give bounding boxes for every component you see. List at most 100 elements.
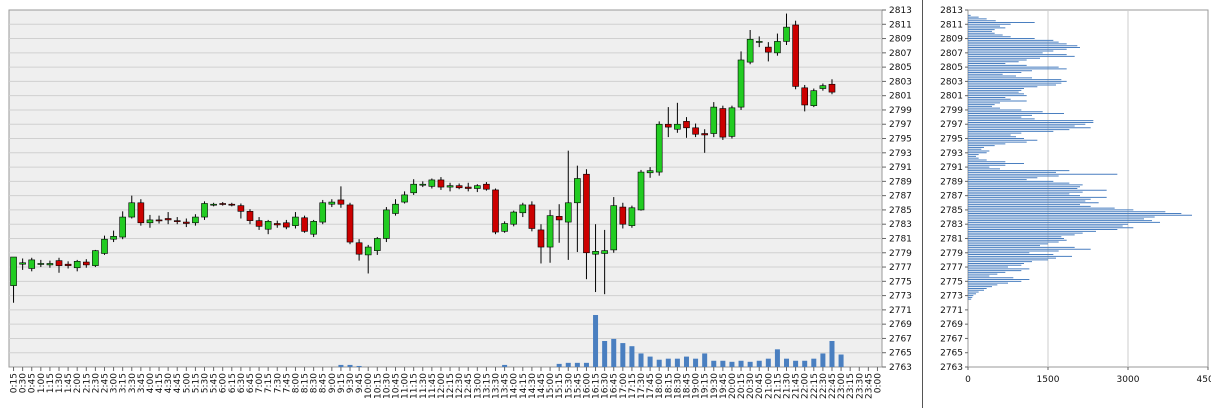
time-tick-label: 13:00 [473,373,483,399]
time-tick-label: 20:30 [746,373,756,399]
candle-up [392,203,399,214]
time-tick-label: 3:30 [128,373,138,393]
candle-up [201,203,208,218]
time-tick-label: 16:30 [601,373,611,399]
candle-down [692,127,699,135]
profile-price-tick-label: 2809 [940,35,963,45]
candle-down [765,46,772,53]
profile-price-tick-label: 2779 [940,249,963,259]
volume-profile-chart: 2813 2811 2809 2807 2805 2803 2801 2799 2797 2795… [940,6,1211,385]
volume-bar [738,360,744,367]
volume-bar [693,358,699,367]
time-tick-label: 20:45 [755,373,765,399]
price-tick-label: 2803 [889,77,912,87]
candle-up [210,203,217,206]
time-tick-label: 0:00 [873,373,883,393]
time-tick-label: 12:30 [455,373,465,399]
time-tick-label: 7:45 [282,373,292,393]
price-tick-label: 2779 [889,249,912,259]
candle-up [783,26,790,42]
price-tick-label: 2771 [889,306,912,316]
time-tick-label: 2:30 [91,373,101,393]
volume-bar [656,359,662,367]
candle-up [646,170,654,174]
price-tick-label: 2813 [889,6,912,16]
time-tick-label: 11:45 [428,373,438,399]
candle-up [610,205,618,251]
time-tick-label: 15:45 [573,373,583,399]
profile-price-tick-label: 2803 [940,77,963,87]
profile-price-tick-label: 2777 [940,263,963,273]
time-tick-label: 4:15 [155,373,165,393]
candles [10,13,836,303]
volume-bars [338,315,844,367]
candle-down [483,183,490,190]
volume-bar [729,361,735,367]
profile-price-tick-label: 2773 [940,292,963,302]
candle-up [310,221,317,235]
volume-bar [774,349,780,367]
time-tick-label: 14:00 [510,373,520,399]
candle-up [728,107,736,137]
candle-down [555,216,563,221]
profile-price-axis: 2813 2811 2809 2807 2805 2803 2801 2799 2797 2795… [940,6,968,373]
volume-tick-label: 4500 [1197,375,1211,385]
volume-bar [556,363,562,367]
candle-down [337,199,345,205]
time-tick-label: 7:30 [273,373,283,393]
profile-price-tick-label: 2765 [940,349,963,359]
time-tick-label: 10:30 [382,373,392,399]
time-tick-label: 9:45 [355,373,365,393]
time-tick-label: 14:30 [528,373,538,399]
candle-up [428,179,436,187]
time-tick-label: 13:45 [501,373,511,399]
profile-price-tick-label: 2789 [940,177,963,187]
candle-up [674,123,681,130]
time-tick-label: 19:30 [710,373,720,399]
volume-bar [838,354,844,367]
price-tick-label: 2775 [889,277,912,287]
candle-down [583,173,590,254]
time-tick-label: 14:45 [537,373,547,399]
time-tick-label: 8:00 [291,373,301,393]
time-tick-label: 9:00 [328,373,338,393]
price-tick-label: 2807 [889,49,912,59]
time-tick-label: 10:15 [373,373,383,399]
volume-bar [593,315,599,367]
time-tick-label: 6:15 [228,373,238,393]
price-tick-label: 2785 [889,206,912,216]
time-tick-label: 17:30 [637,373,647,399]
candle-down [55,260,63,266]
candle-up [292,216,299,226]
candle-up [737,59,745,108]
volume-bar [756,360,762,367]
price-tick-label: 2765 [889,349,912,359]
profile-price-tick-label: 2799 [940,106,963,116]
time-tick-label: 3:15 [119,373,129,393]
time-tick-label: 3:00 [110,373,120,393]
time-tick-label: 13:30 [492,373,502,399]
time-tick-label: 15:30 [564,373,574,399]
time-tick-label: 23:00 [837,373,847,399]
profile-price-tick-label: 2795 [940,135,963,145]
candle-down [82,261,90,266]
price-tick-label: 2805 [889,63,912,73]
price-tick-label: 2787 [889,192,912,202]
volume-bar [702,353,708,367]
time-tick-label: 17:45 [646,373,656,399]
time-tick-label: 8:30 [310,373,320,393]
volume-bar [347,364,353,367]
time-tick-label: 19:15 [701,373,711,399]
candle-up [510,211,518,225]
volume-bar [629,346,635,367]
price-tick-label: 2789 [889,177,912,187]
profile-price-tick-label: 2769 [940,320,963,330]
time-tick-label: 22:30 [819,373,829,399]
volume-bar [711,360,717,367]
volume-tick-label: 3000 [1117,375,1140,385]
candle-up [655,123,663,173]
time-tick-label: 1:00 [37,373,47,393]
candle-up [401,194,408,203]
volume-bar [602,341,608,367]
time-tick-label: 11:00 [401,373,411,399]
